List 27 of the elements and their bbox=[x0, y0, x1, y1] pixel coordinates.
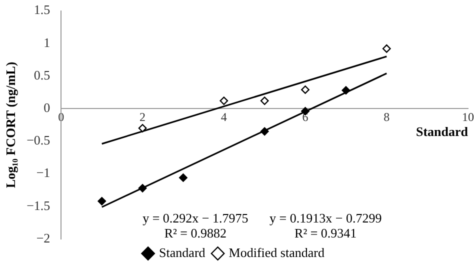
point bbox=[260, 127, 269, 136]
x-tick-label: 10 bbox=[462, 110, 474, 124]
point bbox=[179, 174, 188, 182]
y-tick-label: −1.5 bbox=[26, 198, 50, 213]
legend-label: Standard bbox=[159, 244, 206, 260]
annotation: y = 0.292x − 1.7975 R² = 0.9882 bbox=[142, 210, 248, 240]
y-axis-title: Log₁₀ FCORT (ng/mL) bbox=[3, 62, 18, 188]
point bbox=[382, 44, 391, 53]
point bbox=[220, 96, 228, 105]
y-tick-label: 1 bbox=[44, 34, 50, 50]
x-tick-label: 2 bbox=[140, 110, 146, 124]
point bbox=[98, 196, 106, 206]
y-tick-label: 1.5 bbox=[34, 2, 50, 18]
point bbox=[138, 184, 147, 192]
point bbox=[260, 96, 269, 105]
x-tick-label: 4 bbox=[220, 110, 227, 124]
y-tick-label: 0.5 bbox=[34, 67, 50, 82]
y-tick-label: −0.5 bbox=[26, 132, 50, 148]
y-tick-label: −2 bbox=[36, 230, 50, 246]
point bbox=[138, 124, 147, 132]
x-tick-label: 8 bbox=[384, 110, 390, 124]
y-tick-label: −1 bbox=[36, 165, 50, 180]
point bbox=[301, 85, 310, 94]
point bbox=[342, 86, 350, 95]
x-axis-title: Standard bbox=[416, 124, 469, 140]
legend-label: Modified standard bbox=[228, 244, 325, 260]
annotation: y = 0.1913x − 0.7299 R² = 0.9341 bbox=[270, 210, 382, 240]
